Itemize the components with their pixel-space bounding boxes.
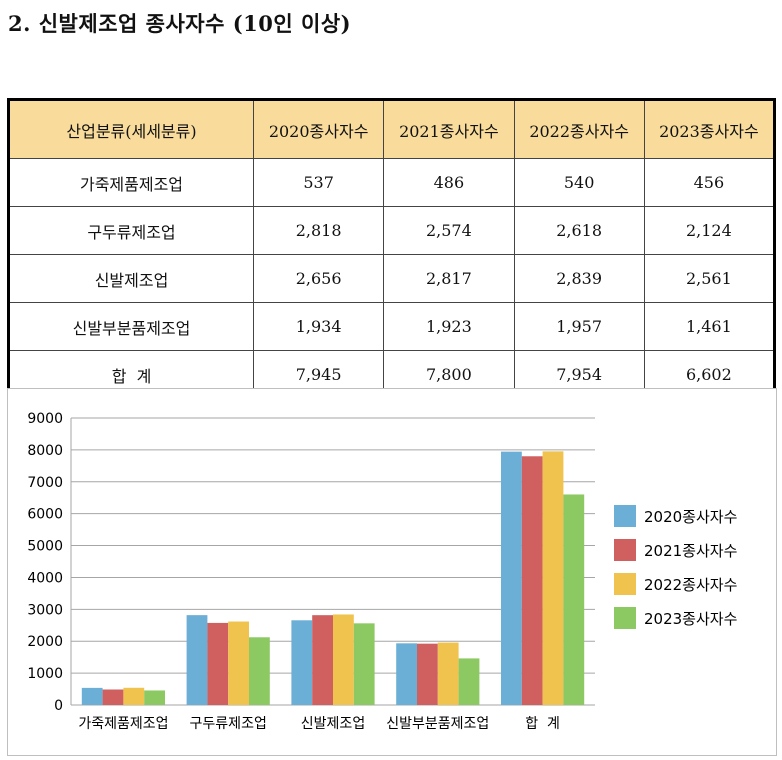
table-cell: 2,618: [513, 206, 645, 255]
bar: [81, 687, 103, 705]
legend-swatch: [614, 539, 636, 561]
table-cell: 2,818: [252, 206, 385, 255]
table-row: 가죽제품제조업 537 486 540 456: [8, 158, 776, 207]
legend-label: 2020종사자수: [644, 508, 737, 526]
row-label: 신발제조업: [8, 254, 254, 303]
table-cell: 2,124: [643, 206, 776, 255]
row-label: 신발부분품제조업: [8, 302, 254, 351]
bar: [521, 456, 543, 705]
table-cell: 2,839: [513, 254, 645, 303]
chart-frame: 0 1000 2000 3000 4000 5000 6000 7000 8000 9000 가죽제…: [7, 388, 777, 756]
bar: [501, 451, 522, 705]
table-row: 구두류제조업 2,818 2,574 2,618 2,124: [8, 206, 776, 255]
bar: [333, 614, 354, 705]
table-cell: 2,561: [643, 254, 776, 303]
row-label: 가죽제품제조업: [8, 158, 254, 207]
data-table: 산업분류(세세분류) 2020종사자수 2021종사자수 2022종사자수 20…: [7, 98, 776, 401]
bar: [417, 643, 438, 705]
table-cell: 456: [643, 158, 776, 207]
bar: [563, 494, 585, 705]
bar: [228, 621, 249, 705]
legend-label: 2023종사자수: [644, 610, 737, 628]
header-2020: 2020종사자수: [252, 99, 385, 159]
bar-chart: 0 1000 2000 3000 4000 5000 6000 7000 8000 9000 가죽제…: [27, 411, 737, 732]
header-2022: 2022종사자수: [513, 99, 645, 159]
table-cell: 2,574: [383, 206, 515, 255]
bar: [207, 622, 229, 705]
header-category: 산업분류(세세분류): [8, 99, 254, 159]
x-tick-label: 가죽제품제조업: [78, 716, 168, 732]
bar: [102, 689, 124, 705]
x-tick-label: 구두류제조업: [190, 716, 267, 732]
legend-swatch: [614, 573, 636, 595]
bar: [144, 690, 165, 705]
header-2021: 2021종사자수: [383, 99, 515, 159]
legend-swatch: [614, 505, 636, 527]
legend-label: 2021종사자수: [644, 542, 737, 560]
table-cell: 2,817: [383, 254, 515, 303]
x-tick-label: 신발제조업: [301, 716, 365, 732]
table-row: 신발부분품제조업 1,934 1,923 1,957 1,461: [8, 302, 776, 351]
table-row: 신발제조업 2,656 2,817 2,839 2,561: [8, 254, 776, 303]
bar: [353, 623, 375, 705]
y-tick-label: 2000: [27, 634, 63, 650]
y-tick-label: 5000: [27, 539, 63, 555]
bar: [249, 637, 270, 705]
page-title: 2. 신발제조업 종사자수 (10인 이상): [8, 11, 352, 36]
bar: [396, 643, 417, 705]
header-2023: 2023종사자수: [643, 99, 776, 159]
y-tick-label: 4000: [27, 570, 63, 586]
table-header-row: 산업분류(세세분류) 2020종사자수 2021종사자수 2022종사자수 20…: [8, 99, 776, 159]
table-cell: 540: [513, 158, 645, 207]
table-cell: 1,934: [252, 302, 385, 351]
y-tick-label: 7000: [27, 475, 63, 491]
legend-label: 2022종사자수: [644, 576, 737, 594]
table-cell: 1,461: [643, 302, 776, 351]
y-tick-label: 6000: [27, 507, 63, 523]
bar: [542, 451, 564, 705]
y-tick-label: 8000: [27, 443, 63, 459]
table-cell: 537: [252, 158, 385, 207]
legend-swatch: [614, 607, 636, 629]
bar: [123, 687, 145, 705]
bar: [437, 642, 459, 705]
bar: [458, 658, 480, 705]
bar: [312, 615, 333, 705]
table-cell: 1,923: [383, 302, 515, 351]
x-tick-label: 합 계: [525, 716, 560, 732]
y-tick-label: 1000: [27, 666, 63, 682]
table-cell: 2,656: [252, 254, 385, 303]
bar: [186, 615, 208, 705]
bar: [291, 620, 313, 705]
y-tick-label: 0: [54, 698, 63, 714]
row-label: 구두류제조업: [8, 206, 254, 255]
y-tick-label: 9000: [27, 411, 63, 427]
table-cell: 486: [383, 158, 515, 207]
table-cell: 1,957: [513, 302, 645, 351]
x-tick-label: 신발부분품제조업: [386, 716, 489, 732]
y-tick-label: 3000: [27, 602, 63, 618]
